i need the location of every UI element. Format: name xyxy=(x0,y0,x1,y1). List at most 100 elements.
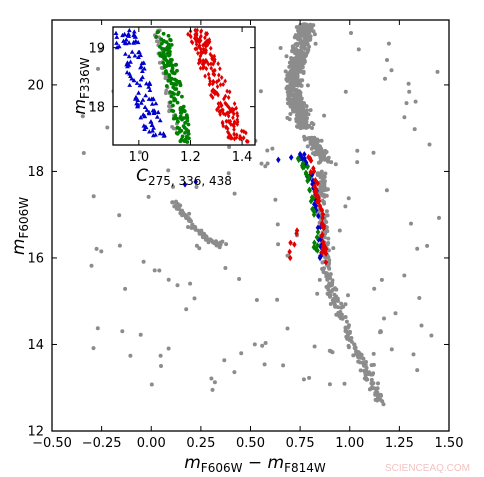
main-point-field xyxy=(290,86,295,90)
main-point-horizontal-branch xyxy=(180,209,185,213)
main-point-field xyxy=(346,345,351,350)
main-point-field xyxy=(406,81,411,86)
main-point-3 xyxy=(316,198,321,206)
inset-point-0 xyxy=(151,96,156,101)
main-point-horizontal-branch xyxy=(189,225,194,230)
inset-point-0 xyxy=(138,77,144,82)
main-point-field xyxy=(237,277,242,281)
inset-point-2 xyxy=(165,62,170,67)
inset-point-3 xyxy=(190,40,195,46)
main-point-field xyxy=(355,160,360,165)
main-point-subgiant-branch xyxy=(308,140,313,145)
inset-point-3 xyxy=(197,39,202,45)
inset-point-0 xyxy=(138,52,143,57)
inset-point-0 xyxy=(125,64,130,69)
inset-point-2 xyxy=(178,139,183,144)
inset-point-3 xyxy=(198,56,202,63)
main-point-main-sequence xyxy=(288,77,293,82)
main-point-main-sequence xyxy=(300,122,304,127)
main-point-field xyxy=(210,387,215,392)
main-point-main-sequence xyxy=(293,73,298,77)
main-point-subgiant-branch xyxy=(320,150,325,155)
inset-point-2 xyxy=(184,134,189,139)
main-point-red-giant-branch xyxy=(365,377,370,382)
main-point-subgiant-branch xyxy=(312,152,317,157)
main-point-subgiant-branch xyxy=(312,140,317,145)
main-axis-ticks: −0.50 −0.25 0.00 0.25 0.50 0.75 1.00 1.25 1.50 12… xyxy=(27,20,463,451)
main-point-3 xyxy=(319,220,325,227)
main-point-red-giant-branch xyxy=(369,377,374,382)
inset-point-0 xyxy=(126,40,132,45)
inset-point-3 xyxy=(207,81,212,87)
inset-point-0 xyxy=(140,97,146,102)
inset-point-0 xyxy=(136,54,141,59)
inset-point-3 xyxy=(234,105,238,111)
inset-point-3 xyxy=(203,73,207,79)
inset-point-3 xyxy=(232,132,236,138)
main-point-field xyxy=(222,358,227,363)
inset-point-3 xyxy=(217,109,222,115)
main-point-field xyxy=(265,148,270,153)
main-point-2 xyxy=(301,163,307,171)
main-point-field xyxy=(389,68,394,73)
main-point-red-giant-branch xyxy=(363,371,368,376)
inset-point-2 xyxy=(163,54,168,59)
main-point-main-sequence xyxy=(294,96,299,101)
main-point-field xyxy=(402,115,407,120)
inset-point-2 xyxy=(169,94,174,99)
main-point-red-giant-branch xyxy=(348,329,352,334)
main-point-2 xyxy=(315,242,320,249)
main-point-field xyxy=(281,363,286,368)
inset-point-0 xyxy=(123,51,128,56)
main-point-red-giant-branch xyxy=(349,339,354,344)
main-point-field xyxy=(333,162,338,167)
inset-point-0 xyxy=(114,34,120,39)
inset-point-0 xyxy=(129,49,135,54)
main-point-field xyxy=(343,302,348,307)
inset-point-2 xyxy=(164,84,169,88)
main-point-main-sequence xyxy=(297,93,302,98)
main-point-red-giant-branch xyxy=(346,324,351,329)
inset-point-2 xyxy=(182,116,187,120)
inset-point-2 xyxy=(167,52,172,57)
inset-point-2 xyxy=(173,97,178,102)
inset-point-3 xyxy=(232,123,236,129)
main-point-2 xyxy=(309,194,315,201)
main-point-1 xyxy=(317,254,323,262)
inset-point-2 xyxy=(165,45,170,50)
inset-point-0 xyxy=(137,83,143,88)
inset-point-2 xyxy=(168,57,173,62)
main-point-red-giant-branch xyxy=(319,190,324,195)
main-point-field xyxy=(322,179,327,184)
main-point-field xyxy=(356,47,361,52)
main-point-main-sequence xyxy=(295,61,300,66)
main-point-field xyxy=(412,127,417,132)
inset-point-3 xyxy=(204,43,208,49)
inset-point-0 xyxy=(140,112,146,117)
main-point-field xyxy=(389,347,394,352)
inset-point-0 xyxy=(136,90,141,95)
main-point-red-giant-branch xyxy=(328,293,333,298)
main-point-main-sequence xyxy=(308,108,313,113)
inset-point-2 xyxy=(179,106,183,110)
inset-point-0 xyxy=(157,118,163,123)
main-point-field xyxy=(312,344,317,349)
inset-point-0 xyxy=(147,87,153,92)
main-point-field xyxy=(209,376,214,381)
main-point-field xyxy=(409,221,413,226)
inset-point-2 xyxy=(163,57,168,62)
inset-point-2 xyxy=(178,111,183,115)
main-point-2 xyxy=(311,243,317,251)
main-point-field xyxy=(184,307,189,312)
inset-point-0 xyxy=(135,97,141,102)
inset-point-3 xyxy=(205,38,209,44)
main-point-field xyxy=(355,148,360,153)
inset-point-3 xyxy=(220,120,225,126)
main-point-red-giant-branch xyxy=(364,365,369,370)
main-point-red-giant-branch xyxy=(352,342,357,347)
main-point-horizontal-branch xyxy=(193,225,198,229)
main-point-field xyxy=(275,222,280,227)
inset-point-3 xyxy=(202,60,207,66)
inset-point-3 xyxy=(242,129,246,135)
main-point-main-sequence xyxy=(288,70,293,75)
